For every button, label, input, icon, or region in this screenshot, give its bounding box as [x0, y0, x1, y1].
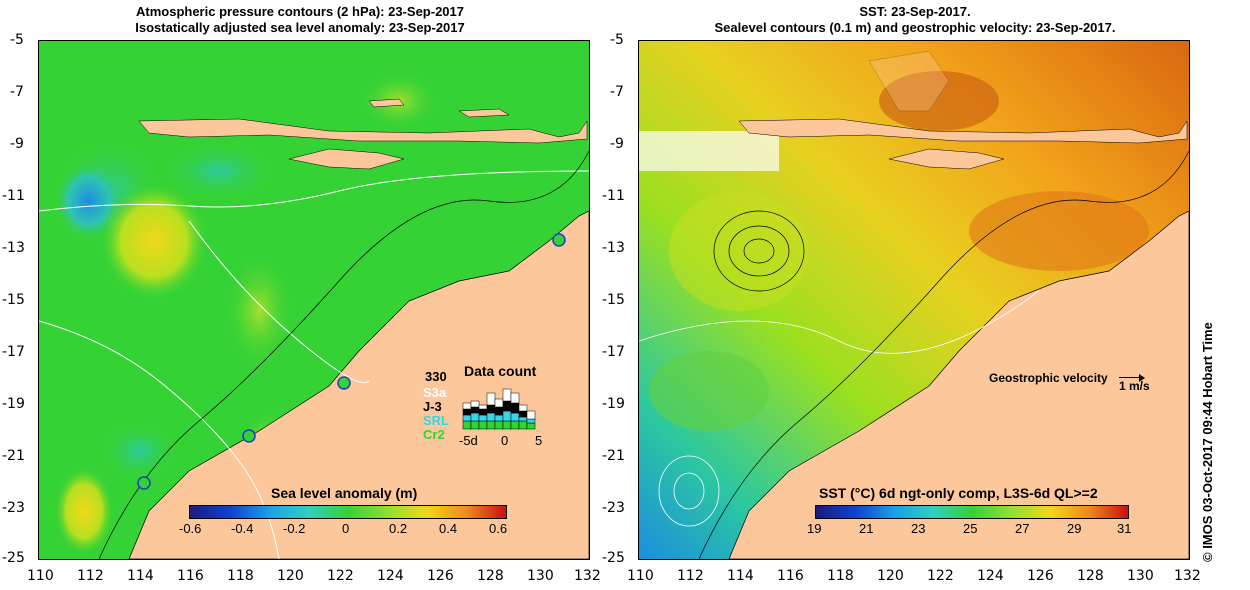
right-y-tick: -19 [602, 396, 625, 412]
left-y-tick: -9 [10, 136, 24, 152]
left-y-tick: -19 [2, 396, 25, 412]
data-count-bars [462, 388, 536, 430]
sst-cbar-tick: 29 [1067, 521, 1082, 536]
sst-colorbar [815, 505, 1129, 519]
left-x-tick: 112 [77, 568, 104, 584]
velocity-label: Geostrophic velocity [989, 371, 1108, 385]
left-y-tick: -13 [2, 240, 25, 256]
sst-cbar-tick: 27 [1015, 521, 1030, 536]
sla-cbar-tick: 0.4 [439, 521, 458, 536]
right-x-tick: 122 [927, 568, 954, 584]
data-count-value: 330 [425, 369, 447, 384]
right-x-tick: 126 [1027, 568, 1054, 584]
sla-cbar-tick: 0 [342, 521, 350, 536]
left-x-tick: 114 [127, 568, 154, 584]
left-y-tick: -11 [2, 188, 25, 204]
right-y-tick: -23 [602, 500, 625, 516]
right-x-tick: 132 [1174, 568, 1201, 584]
sst-colorbar-title: SST (°C) 6d ngt-only comp, L3S-6d QL>=2 [819, 485, 1098, 501]
left-y-tick: -7 [10, 84, 24, 100]
right-x-tick: 130 [1127, 568, 1154, 584]
left-x-tick: 118 [227, 568, 254, 584]
sla-cbar-tick: -0.4 [231, 521, 254, 536]
right-x-tick: 124 [977, 568, 1004, 584]
sla-cbar-tick: -0.6 [179, 521, 202, 536]
mission-cr2: Cr2 [423, 427, 445, 442]
left-x-tick: 110 [27, 568, 54, 584]
velocity-arrow-icon [1119, 377, 1141, 378]
sla-colorbar-title: Sea level anomaly (m) [271, 485, 418, 501]
data-count-title: Data count [464, 363, 537, 379]
right-y-tick: -15 [602, 292, 625, 308]
left-x-tick: 122 [327, 568, 354, 584]
sst-map: Geostrophic velocity 1 m/s SST (°C) 6d n… [638, 40, 1190, 560]
left-title-line2: Isostatically adjusted sea level anomaly… [135, 20, 465, 35]
left-x-tick: 130 [527, 568, 554, 584]
mission-s3a: S3a [423, 385, 447, 400]
right-y-tick: -11 [602, 188, 625, 204]
velocity-arrowhead-icon [1139, 374, 1145, 382]
right-title-line2: Sealevel contours (0.1 m) and geostrophi… [714, 20, 1116, 35]
left-y-tick: -17 [2, 344, 25, 360]
imos-footer: © IMOS 03-Oct-2017 09:44 Hobart Time [1200, 322, 1215, 562]
velocity-scale: 1 m/s [1119, 379, 1150, 393]
right-y-tick: -17 [602, 344, 625, 360]
left-x-tick: 124 [377, 568, 404, 584]
left-y-tick: -23 [2, 500, 25, 516]
left-x-tick: 128 [477, 568, 504, 584]
left-x-tick: 120 [277, 568, 304, 584]
dc-tick-5: 5 [535, 433, 543, 448]
right-y-tick: -25 [602, 550, 625, 566]
right-title-line1: SST: 23-Sep-2017. [859, 4, 971, 19]
mission-srl: SRL [423, 413, 449, 428]
right-y-tick: -13 [602, 240, 625, 256]
sla-map-image [39, 41, 589, 559]
right-y-tick: -21 [602, 448, 625, 464]
left-x-tick: 116 [177, 568, 204, 584]
right-x-tick: 118 [827, 568, 854, 584]
sla-colorbar [189, 505, 507, 519]
left-y-tick: -25 [2, 550, 25, 566]
left-y-tick: -15 [2, 292, 25, 308]
left-x-tick: 126 [427, 568, 454, 584]
sst-map-image [639, 41, 1189, 559]
right-x-tick: 120 [877, 568, 904, 584]
right-y-tick: -9 [610, 136, 624, 152]
left-x-tick: 132 [574, 568, 601, 584]
sla-cbar-tick: 0.6 [489, 521, 508, 536]
left-y-tick: -5 [10, 32, 24, 48]
right-x-tick: 116 [777, 568, 804, 584]
right-x-tick: 112 [677, 568, 704, 584]
right-y-tick: -7 [610, 84, 624, 100]
left-title: Atmospheric pressure contours (2 hPa): 2… [90, 4, 510, 36]
right-y-tick: -5 [610, 32, 624, 48]
right-title: SST: 23-Sep-2017. Sealevel contours (0.1… [640, 4, 1190, 36]
sst-cbar-tick: 31 [1117, 521, 1132, 536]
left-title-line1: Atmospheric pressure contours (2 hPa): 2… [136, 4, 464, 19]
dc-tick-minus5: -5d [459, 433, 478, 448]
right-x-tick: 114 [727, 568, 754, 584]
right-x-tick: 128 [1077, 568, 1104, 584]
right-x-tick: 110 [627, 568, 654, 584]
sla-cbar-tick: 0.2 [389, 521, 408, 536]
sst-cbar-tick: 21 [859, 521, 874, 536]
sst-cbar-tick: 19 [807, 521, 822, 536]
left-y-tick: -21 [2, 448, 25, 464]
sst-cbar-tick: 25 [963, 521, 978, 536]
sla-cbar-tick: -0.2 [283, 521, 306, 536]
mission-j3: J-3 [423, 399, 442, 414]
sst-cbar-tick: 23 [911, 521, 926, 536]
sla-map: Data count 330 S3a J-3 SRL Cr2 -5d 0 5 S… [38, 40, 590, 560]
dc-tick-0: 0 [501, 433, 509, 448]
data-count-inset: Data count 330 S3a J-3 SRL Cr2 -5d 0 5 [409, 361, 559, 451]
